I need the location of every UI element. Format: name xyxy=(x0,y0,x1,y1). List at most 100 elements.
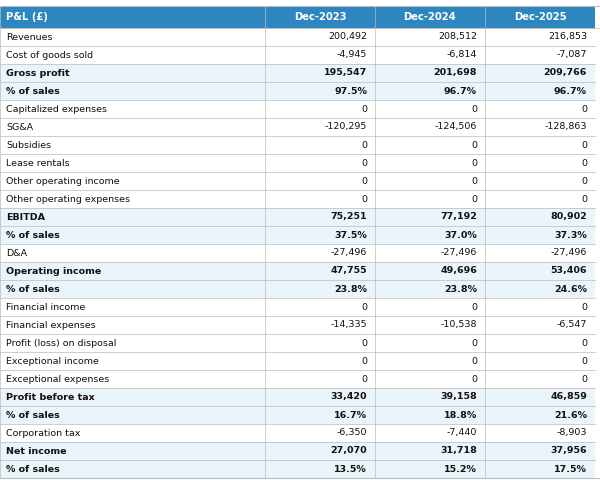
Bar xyxy=(375,352,485,370)
Bar xyxy=(265,370,375,388)
Text: Profit (loss) on disposal: Profit (loss) on disposal xyxy=(6,338,116,348)
Text: Revenues: Revenues xyxy=(6,32,53,42)
Text: 0: 0 xyxy=(471,177,477,185)
Bar xyxy=(265,28,375,46)
Text: 37.5%: 37.5% xyxy=(334,230,367,240)
Bar xyxy=(265,244,375,262)
Bar xyxy=(265,100,375,118)
Text: Exceptional expenses: Exceptional expenses xyxy=(6,375,109,383)
Bar xyxy=(265,6,375,28)
Bar xyxy=(485,82,595,100)
Bar xyxy=(375,388,485,406)
Text: % of sales: % of sales xyxy=(6,87,60,95)
Bar xyxy=(0,244,265,262)
Bar xyxy=(0,136,265,154)
Text: 0: 0 xyxy=(361,177,367,185)
Text: 0: 0 xyxy=(471,140,477,150)
Text: -4,945: -4,945 xyxy=(337,50,367,60)
Text: 0: 0 xyxy=(471,195,477,203)
Bar xyxy=(265,82,375,100)
Text: -27,496: -27,496 xyxy=(551,248,587,257)
Text: 0: 0 xyxy=(581,105,587,114)
Bar xyxy=(375,172,485,190)
Text: 23.8%: 23.8% xyxy=(444,285,477,293)
Text: 18.8%: 18.8% xyxy=(444,410,477,420)
Bar xyxy=(375,64,485,82)
Bar xyxy=(265,352,375,370)
Text: 0: 0 xyxy=(471,357,477,365)
Bar xyxy=(485,118,595,136)
Text: Other operating income: Other operating income xyxy=(6,177,119,185)
Bar xyxy=(0,460,265,478)
Bar xyxy=(485,28,595,46)
Bar xyxy=(485,190,595,208)
Bar xyxy=(0,334,265,352)
Text: -120,295: -120,295 xyxy=(325,122,367,132)
Bar xyxy=(265,424,375,442)
Bar xyxy=(0,100,265,118)
Bar xyxy=(375,6,485,28)
Bar xyxy=(0,190,265,208)
Text: Exceptional income: Exceptional income xyxy=(6,357,99,365)
Text: 216,853: 216,853 xyxy=(548,32,587,42)
Bar xyxy=(0,442,265,460)
Bar xyxy=(265,406,375,424)
Bar xyxy=(0,6,265,28)
Text: -27,496: -27,496 xyxy=(440,248,477,257)
Bar xyxy=(485,154,595,172)
Text: 0: 0 xyxy=(581,195,587,203)
Bar xyxy=(375,406,485,424)
Text: EBITDA: EBITDA xyxy=(6,212,45,222)
Bar xyxy=(485,208,595,226)
Bar xyxy=(375,46,485,64)
Text: 75,251: 75,251 xyxy=(331,212,367,222)
Text: 195,547: 195,547 xyxy=(324,69,367,77)
Text: 0: 0 xyxy=(581,302,587,312)
Text: -14,335: -14,335 xyxy=(331,320,367,330)
Bar xyxy=(485,244,595,262)
Text: 209,766: 209,766 xyxy=(544,69,587,77)
Bar xyxy=(485,172,595,190)
Text: 37.3%: 37.3% xyxy=(554,230,587,240)
Text: 201,698: 201,698 xyxy=(433,69,477,77)
Text: Corporation tax: Corporation tax xyxy=(6,428,80,438)
Text: 0: 0 xyxy=(471,158,477,167)
Text: 0: 0 xyxy=(471,302,477,312)
Text: 31,718: 31,718 xyxy=(440,447,477,455)
Text: % of sales: % of sales xyxy=(6,465,60,473)
Text: % of sales: % of sales xyxy=(6,285,60,293)
Bar xyxy=(485,46,595,64)
Bar xyxy=(485,316,595,334)
Bar xyxy=(375,334,485,352)
Text: 97.5%: 97.5% xyxy=(334,87,367,95)
Bar xyxy=(265,280,375,298)
Bar xyxy=(0,406,265,424)
Bar xyxy=(0,316,265,334)
Bar xyxy=(375,370,485,388)
Bar xyxy=(0,424,265,442)
Text: Dec-2025: Dec-2025 xyxy=(514,12,566,22)
Text: 39,158: 39,158 xyxy=(440,393,477,402)
Text: 0: 0 xyxy=(581,338,587,348)
Bar xyxy=(265,442,375,460)
Bar xyxy=(0,46,265,64)
Bar xyxy=(485,442,595,460)
Bar xyxy=(0,82,265,100)
Bar xyxy=(265,190,375,208)
Text: 15.2%: 15.2% xyxy=(444,465,477,473)
Text: 53,406: 53,406 xyxy=(551,267,587,275)
Bar xyxy=(0,352,265,370)
Text: 96.7%: 96.7% xyxy=(444,87,477,95)
Text: -6,814: -6,814 xyxy=(446,50,477,60)
Text: 0: 0 xyxy=(361,302,367,312)
Bar xyxy=(485,298,595,316)
Bar xyxy=(485,262,595,280)
Bar xyxy=(375,316,485,334)
Bar xyxy=(485,424,595,442)
Bar xyxy=(485,64,595,82)
Text: Gross profit: Gross profit xyxy=(6,69,70,77)
Text: 0: 0 xyxy=(581,177,587,185)
Text: Lease rentals: Lease rentals xyxy=(6,158,70,167)
Text: 0: 0 xyxy=(361,338,367,348)
Bar xyxy=(265,316,375,334)
